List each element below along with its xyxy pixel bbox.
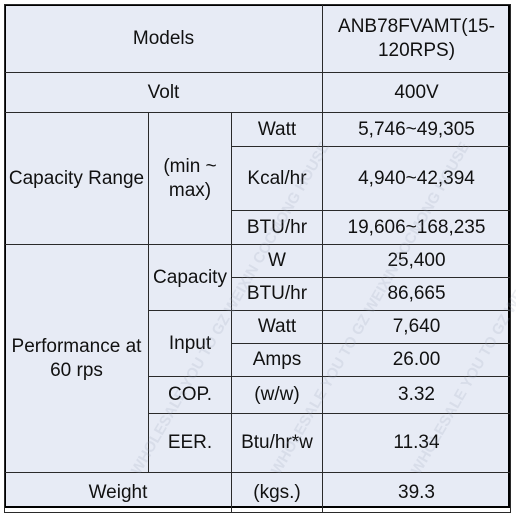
capacity-range-unit: Kcal/hr bbox=[231, 146, 323, 211]
performance-label: Performance at 60 rps bbox=[4, 244, 149, 473]
capacity-range-unit: BTU/hr bbox=[231, 210, 323, 245]
capacity-range-value: 5,746~49,305 bbox=[322, 112, 511, 147]
performance-input-unit: Amps bbox=[231, 343, 323, 377]
performance-input-value: 7,640 bbox=[322, 310, 511, 344]
performance-input-label: Input bbox=[148, 310, 232, 377]
performance-capacity-unit: W bbox=[231, 244, 323, 278]
weight-unit: (kgs.) bbox=[231, 472, 323, 513]
capacity-range-label: Capacity Range bbox=[4, 112, 149, 245]
weight-label: Weight bbox=[4, 472, 232, 513]
performance-input-value: 26.00 bbox=[322, 343, 511, 377]
performance-capacity-unit: BTU/hr bbox=[231, 277, 323, 311]
spec-table: Models ANB78FVAMT(15-120RPS) Volt 400V C… bbox=[4, 4, 511, 513]
eer-value: 11.34 bbox=[322, 413, 511, 473]
performance-input-unit: Watt bbox=[231, 310, 323, 344]
weight-value: 39.3 bbox=[322, 472, 511, 513]
volt-value: 400V bbox=[322, 72, 511, 113]
performance-capacity-value: 86,665 bbox=[322, 277, 511, 311]
cop-value: 3.32 bbox=[322, 376, 511, 414]
capacity-range-subgroup: (min ~ max) bbox=[148, 112, 232, 245]
eer-label: EER. bbox=[148, 413, 232, 473]
models-label: Models bbox=[4, 4, 323, 73]
cop-label: COP. bbox=[148, 376, 232, 414]
cop-unit: (w/w) bbox=[231, 376, 323, 414]
eer-unit: Btu/hr*w bbox=[231, 413, 323, 473]
model-name: ANB78FVAMT(15-120RPS) bbox=[322, 4, 511, 73]
performance-capacity-value: 25,400 bbox=[322, 244, 511, 278]
capacity-range-value: 4,940~42,394 bbox=[322, 146, 511, 211]
volt-label: Volt bbox=[4, 72, 323, 113]
performance-capacity-label: Capacity bbox=[148, 244, 232, 311]
capacity-range-unit: Watt bbox=[231, 112, 323, 147]
capacity-range-value: 19,606~168,235 bbox=[322, 210, 511, 245]
